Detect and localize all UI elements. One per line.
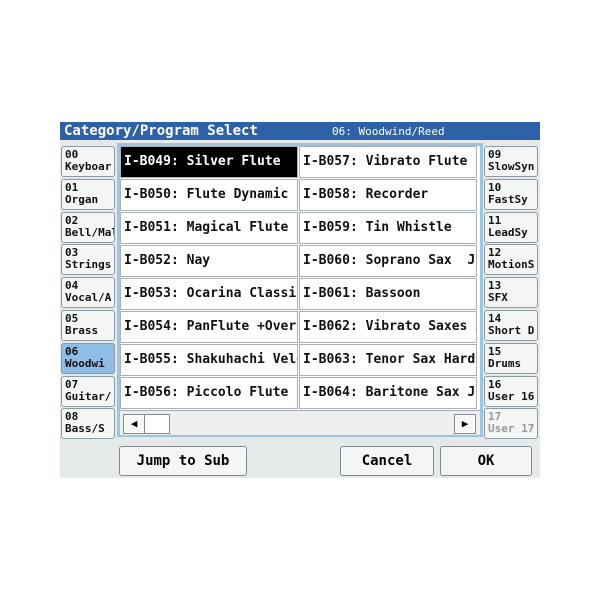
tab-number: 13 (488, 279, 502, 293)
program-cell[interactable]: I-B059: Tin Whistle (299, 212, 477, 244)
category-tab[interactable]: 03 Strings (61, 244, 115, 276)
tab-number: 00 (65, 148, 79, 161)
program-cell[interactable]: I-B062: Vibrato Saxes JS (299, 311, 477, 343)
tab-number: 06 (65, 344, 79, 358)
category-tab[interactable]: 04 Vocal/A (61, 277, 115, 309)
program-cell[interactable]: I-B049: Silver Flute (120, 146, 298, 178)
tab-name: User 17 (488, 422, 535, 436)
category-tab[interactable]: 11 LeadSy (484, 211, 538, 243)
category-tab[interactable]: 12 MotionS (484, 244, 538, 276)
tab-name: Keyboar (65, 160, 112, 173)
program-cell[interactable]: I-B050: Flute Dynamic (120, 179, 298, 211)
scroll-right[interactable]: ▶ (454, 414, 476, 434)
program-cell[interactable]: I-B061: Bassoon (299, 278, 477, 310)
program-list: ◀ ▶ I-B049: Silver Flute I-B057: Vibrato … (117, 143, 483, 437)
scrollbar: ◀ ▶ (120, 410, 480, 435)
category-tab[interactable]: 06 Woodwi (61, 342, 115, 374)
category-tab[interactable]: 15 Drums (484, 342, 538, 374)
program-cell[interactable]: I-B054: PanFlute +Overto (120, 311, 298, 343)
category-tab[interactable]: 08 Bass/S (61, 408, 115, 440)
tab-name: LeadSy (488, 225, 528, 239)
category-tab[interactable]: 05 Brass (61, 310, 115, 341)
program-cell[interactable]: I-B055: Shakuhachi Velo X (120, 344, 298, 376)
tab-name: Strings (65, 258, 112, 272)
cancel-button[interactable]: Cancel (340, 446, 434, 476)
tab-name: SFX (488, 291, 508, 305)
tab-name: Woodwi (65, 356, 105, 370)
scroll-thumb[interactable] (144, 414, 170, 434)
tab-number: 03 (65, 246, 79, 260)
jump-button[interactable]: Jump to Sub (119, 446, 247, 476)
tab-name: User 16 (488, 389, 535, 403)
category-tab[interactable]: 16 User 16 (484, 375, 538, 407)
program-cell[interactable]: I-B060: Soprano Sax JS- (299, 245, 477, 277)
tab-number: 07 (65, 377, 79, 391)
program-cell[interactable]: I-B051: Magical Flute (120, 212, 298, 244)
tab-name: Guitar/ (65, 389, 112, 403)
tab-number: 14 (488, 312, 502, 325)
tab-number: 11 (488, 213, 502, 227)
title-bar: Category/Program Select 06: Woodwind/Ree… (60, 122, 540, 140)
tab-number: 09 (488, 148, 502, 161)
tab-name: Vocal/A (65, 291, 112, 305)
tab-name: Short D (488, 324, 535, 337)
program-cell[interactable]: I-B063: Tenor Sax Hard - (299, 344, 477, 376)
tab-number: 01 (65, 180, 79, 194)
tab-number: 12 (488, 246, 502, 260)
ok-button[interactable]: OK (440, 446, 532, 476)
category-tab[interactable]: 09 SlowSyn (484, 146, 538, 177)
category-tab[interactable]: 17 User 17 (484, 408, 538, 440)
tab-number: 08 (65, 410, 79, 424)
category-label: 06: Woodwind/Reed (332, 125, 445, 138)
program-cell[interactable]: I-B056: Piccolo Flute (120, 377, 298, 409)
program-cell[interactable]: I-B053: Ocarina Classic T (120, 278, 298, 310)
screen: Category/Program Select 06: Woodwind/Ree… (60, 122, 540, 478)
category-tab[interactable]: 01 Organ (61, 178, 115, 210)
program-cell[interactable]: I-B064: Baritone Sax JS- (299, 377, 477, 409)
tab-name: SlowSyn (488, 160, 535, 173)
category-tab[interactable]: 02 Bell/Mal (61, 211, 115, 243)
tab-number: 05 (65, 312, 79, 325)
program-cell[interactable]: I-B057: Vibrato Flute (299, 146, 477, 178)
category-tab[interactable]: 13 SFX (484, 277, 538, 309)
scroll-left[interactable]: ◀ (123, 414, 145, 434)
tab-name: Bass/S (65, 422, 105, 436)
category-tab[interactable]: 07 Guitar/ (61, 375, 115, 407)
tab-number: 17 (488, 410, 502, 424)
tab-number: 15 (488, 344, 502, 358)
tab-name: Drums (488, 356, 522, 370)
program-cell[interactable]: I-B058: Recorder (299, 179, 477, 211)
tab-name: Brass (65, 324, 99, 337)
tab-name: Organ (65, 192, 99, 206)
tab-name: Bell/Mal (65, 225, 115, 239)
tab-name: MotionS (488, 258, 535, 272)
category-tab[interactable]: 10 FastSy (484, 178, 538, 210)
title: Category/Program Select (64, 123, 258, 139)
tab-number: 04 (65, 279, 79, 293)
tab-number: 02 (65, 213, 79, 227)
category-tab[interactable]: 00 Keyboar (61, 146, 115, 177)
program-cell[interactable]: I-B052: Nay (120, 245, 298, 277)
tab-number: 10 (488, 180, 502, 194)
tab-number: 16 (488, 377, 502, 391)
tab-name: FastSy (488, 192, 528, 206)
category-tab[interactable]: 14 Short D (484, 310, 538, 341)
